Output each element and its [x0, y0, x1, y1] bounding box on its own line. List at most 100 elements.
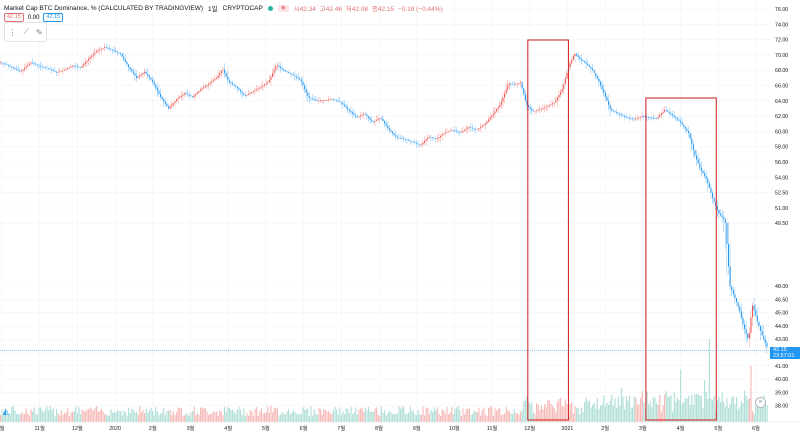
price-candles [0, 42, 768, 354]
candle-body [56, 71, 58, 73]
volume-bar [502, 414, 504, 422]
candle-body [409, 140, 411, 142]
candle-body [340, 102, 342, 104]
eye-icon[interactable]: ◉ [277, 4, 289, 12]
volume-bar [187, 414, 189, 422]
volume-bar [590, 407, 592, 422]
bid-button[interactable]: 42.15 [4, 13, 24, 22]
candle-body [408, 139, 410, 141]
volume-bar [121, 415, 123, 422]
volume-bar [284, 414, 286, 422]
price-axis[interactable]: 76.00 74.00 72.00 70.00 68.00 66.00 64.00 62.00… [775, 7, 788, 410]
candle-body [564, 78, 566, 85]
candle-body [676, 118, 678, 120]
candle-body [744, 324, 746, 330]
candle-body [134, 73, 136, 76]
highlight-box[interactable] [527, 39, 570, 421]
line-tool-icon[interactable]: ⟋ [23, 27, 29, 36]
volume-bar [560, 397, 562, 422]
candle-body [201, 88, 203, 90]
brush-icon[interactable]: ✎ [35, 27, 43, 37]
candle-body [220, 70, 222, 73]
volume-bar [536, 403, 538, 422]
candle-body [67, 68, 69, 70]
y-tick-label: 44.00 [775, 324, 788, 330]
drawing-toolbar: ⋮ ⟋ ✎ [4, 22, 47, 42]
candle-body [737, 301, 739, 307]
candle-body [153, 81, 155, 85]
candle-body [230, 82, 232, 84]
scroll-to-realtime-button[interactable]: » [755, 397, 766, 408]
volume-bar [49, 406, 51, 422]
candle-body [585, 62, 587, 64]
candle-body [233, 84, 235, 86]
volume-bar [316, 414, 318, 422]
volume-bar [76, 413, 78, 422]
time-axis[interactable]: 월 11월 12월 2020 2월 3월 4월 5월 6월 7월 8월 9월 10월 11월 12월 2021… [0, 421, 800, 432]
volume-bar [169, 410, 171, 422]
volume-bar [667, 396, 669, 422]
candle-body [584, 61, 586, 63]
volume-bar [532, 412, 534, 422]
symbol-title[interactable]: Market Cap BTC Dominance, % (CALCULATED … [4, 4, 204, 12]
volume-bar [56, 409, 58, 422]
volume-bar [614, 398, 616, 422]
volume-bar [736, 396, 738, 422]
candle-body [387, 125, 389, 128]
volume-bar [236, 409, 238, 422]
volume-bar [630, 407, 632, 422]
volume-bar [401, 407, 403, 422]
drag-icon[interactable]: ⋮ [8, 27, 17, 37]
volume-bar [494, 408, 496, 422]
candle-body [334, 99, 336, 101]
volume-bar [713, 396, 715, 422]
volume-bar [172, 411, 174, 422]
volume-bar [702, 408, 704, 422]
candle-body [724, 219, 726, 223]
volume-bar [339, 407, 341, 422]
volume-bar [400, 408, 402, 422]
candle-body [164, 101, 166, 104]
volume-bar [36, 414, 38, 422]
volume-bar [272, 412, 274, 422]
interval-label[interactable]: 1일 [208, 6, 218, 13]
candle-body [190, 95, 192, 97]
candle-body [396, 136, 398, 138]
candle-body [83, 64, 85, 67]
candle-body [140, 74, 142, 76]
volume-bar [483, 407, 485, 422]
candle-body [561, 89, 563, 93]
volume-bar [163, 407, 165, 422]
candle-body [166, 103, 168, 107]
volume-bar [750, 365, 752, 422]
candle-body [244, 95, 246, 96]
candle-body [648, 116, 650, 118]
candle-body [441, 134, 443, 136]
volume-bar [451, 407, 453, 422]
volume-bar [9, 414, 11, 422]
candle-body [457, 131, 459, 133]
ask-button[interactable]: 42.15 [43, 13, 64, 22]
volume-bar [232, 409, 234, 422]
volume-bar [88, 409, 90, 422]
volume-bar [80, 414, 82, 422]
candle-body [558, 94, 560, 98]
candle-body [417, 143, 419, 145]
candle-body [252, 91, 254, 93]
candle-body [644, 116, 646, 117]
candle-body [393, 133, 395, 135]
highlight-box[interactable] [645, 97, 717, 421]
candle-body [700, 167, 702, 171]
volume-bar [40, 407, 42, 422]
volume-bar [228, 408, 230, 422]
volume-bar [446, 406, 448, 422]
candle-body [640, 116, 642, 118]
candle-body [566, 72, 568, 79]
volume-bar [288, 409, 290, 422]
volume-bar [3, 410, 5, 422]
volume-bar [41, 410, 43, 422]
volume-bar [444, 414, 446, 422]
candle-body [656, 118, 658, 119]
candle-body [388, 127, 390, 130]
